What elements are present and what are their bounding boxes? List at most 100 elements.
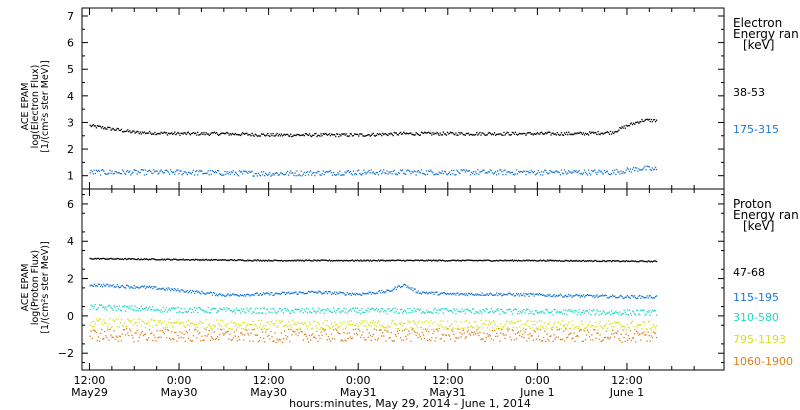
proton-series-310-580-point <box>183 308 185 310</box>
proton-series-310-580-point <box>260 312 263 314</box>
proton-series-47-68-point <box>613 260 615 262</box>
proton-series-310-580-point <box>651 309 653 311</box>
proton-series-1060-1900-point <box>274 332 276 334</box>
electron-series-38-53-point <box>500 133 502 135</box>
electron-series-175-315-point <box>310 170 312 172</box>
proton-series-1060-1900-point <box>536 328 539 330</box>
electron-series-38-53-point <box>444 133 447 135</box>
proton-series-115-195-point <box>310 291 312 293</box>
proton-series-310-580-point <box>417 308 419 310</box>
proton-series-310-580-point <box>284 307 287 309</box>
electron-series-175-315-point <box>361 174 363 176</box>
proton-series-115-195-point <box>169 290 172 292</box>
electron-series-175-315-point <box>322 170 324 172</box>
electron-series-38-53-point <box>167 132 170 134</box>
proton-series-115-195-point <box>407 285 409 287</box>
proton-series-1060-1900-point <box>446 328 449 330</box>
proton-series-1060-1900-point <box>469 334 472 336</box>
electron-series-38-53-point <box>137 131 139 133</box>
proton-series-1060-1900-point <box>127 332 129 334</box>
proton-series-310-580-point <box>175 307 177 309</box>
proton-series-310-580-point <box>579 313 581 316</box>
proton-series-1060-1900-point <box>534 331 536 333</box>
proton-series-47-68-point <box>638 261 640 263</box>
electron-series-175-315-point <box>626 167 628 169</box>
proton-series-115-195-point <box>441 292 443 295</box>
proton-series-47-68-point <box>345 259 347 262</box>
proton-series-310-580-point <box>290 312 292 314</box>
proton-series-115-195-point <box>430 292 432 294</box>
proton-series-47-68-point <box>506 259 508 262</box>
proton-series-47-68-point <box>444 260 447 262</box>
proton-series-115-195-point <box>166 289 169 291</box>
proton-series-310-580-point <box>374 309 377 311</box>
proton-series-310-580-point <box>225 310 227 312</box>
proton-series-795-1193-point <box>102 323 104 326</box>
electron-series-175-315-point <box>209 169 211 172</box>
proton-series-1060-1900-point <box>414 331 416 333</box>
proton-series-47-68-point <box>215 258 218 261</box>
proton-series-47-68-point <box>406 259 408 261</box>
proton-series-795-1193-point <box>171 322 173 324</box>
proton-series-115-195-point <box>347 293 349 295</box>
proton-series-1060-1900-point <box>473 334 475 336</box>
proton-series-1060-1900-point <box>483 332 485 334</box>
proton-series-310-580-point <box>429 311 431 314</box>
proton-series-795-1193-point <box>195 326 197 328</box>
electron-series-175-315-point <box>110 172 112 174</box>
proton-series-47-68-point <box>577 260 579 262</box>
proton-series-310-580-point <box>621 313 623 315</box>
proton-series-47-68-point <box>342 260 344 262</box>
electron-series-175-315-point <box>281 172 284 175</box>
electron-series-175-315-point <box>132 171 134 173</box>
electron-legend-title-line: Energy ran <box>733 27 799 41</box>
proton-series-795-1193-point <box>480 319 482 321</box>
proton-series-310-580-point <box>265 313 267 315</box>
electron-series-175-315-point <box>312 172 314 174</box>
electron-series-175-315-point <box>404 173 406 175</box>
proton-series-47-68-point <box>405 260 407 262</box>
electron-series-175-315-point <box>120 173 123 175</box>
proton-series-795-1193-point <box>257 319 259 322</box>
proton-series-1060-1900-point <box>182 337 184 339</box>
proton-series-1060-1900-point <box>139 334 141 336</box>
proton-series-115-195-point <box>440 292 442 294</box>
proton-series-795-1193-point <box>546 328 548 330</box>
proton-series-115-195-point <box>572 295 574 297</box>
electron-series-175-315-point <box>199 169 201 171</box>
electron-series-175-315-point <box>124 172 126 174</box>
electron-series-175-315-point <box>337 172 339 174</box>
electron-series-175-315-point <box>244 170 246 173</box>
electron-series-38-53-point <box>572 134 574 136</box>
electron-series-38-53-point <box>356 133 358 136</box>
electron-series-175-315-point <box>184 171 186 173</box>
proton-series-1060-1900-point <box>457 328 459 330</box>
proton-series-47-68-point <box>104 258 106 260</box>
proton-series-115-195-point <box>341 292 343 294</box>
proton-series-795-1193-point <box>132 324 134 327</box>
electron-series-175-315-point <box>632 167 635 169</box>
proton-series-47-68-point <box>334 260 336 262</box>
electron-series-175-315-point <box>311 174 313 176</box>
electron-series-38-53-point <box>155 134 157 136</box>
proton-series-47-68-point <box>390 259 392 261</box>
proton-series-310-580-point <box>395 310 397 313</box>
electron-series-175-315-point <box>237 175 240 177</box>
proton-series-795-1193-point <box>542 326 544 328</box>
proton-series-47-68-point <box>141 259 143 261</box>
proton-series-795-1193-point <box>185 321 187 323</box>
proton-series-795-1193-point <box>146 322 149 325</box>
electron-series-175-315-point <box>507 170 509 173</box>
proton-series-310-580-point <box>430 311 432 313</box>
proton-series-47-68-point <box>553 260 555 262</box>
proton-series-310-580-point <box>386 312 388 315</box>
proton-series-310-580-point <box>330 311 333 313</box>
electron-series-38-53-point <box>287 133 289 136</box>
proton-series-47-68-point <box>213 259 216 261</box>
electron-series-38-53-point <box>615 130 617 133</box>
proton-series-795-1193-point <box>605 322 608 325</box>
proton-series-47-68-point <box>340 259 342 262</box>
proton-series-310-580-point <box>466 308 469 310</box>
proton-series-115-195-point <box>608 296 611 298</box>
electron-series-38-53-point <box>488 132 490 134</box>
